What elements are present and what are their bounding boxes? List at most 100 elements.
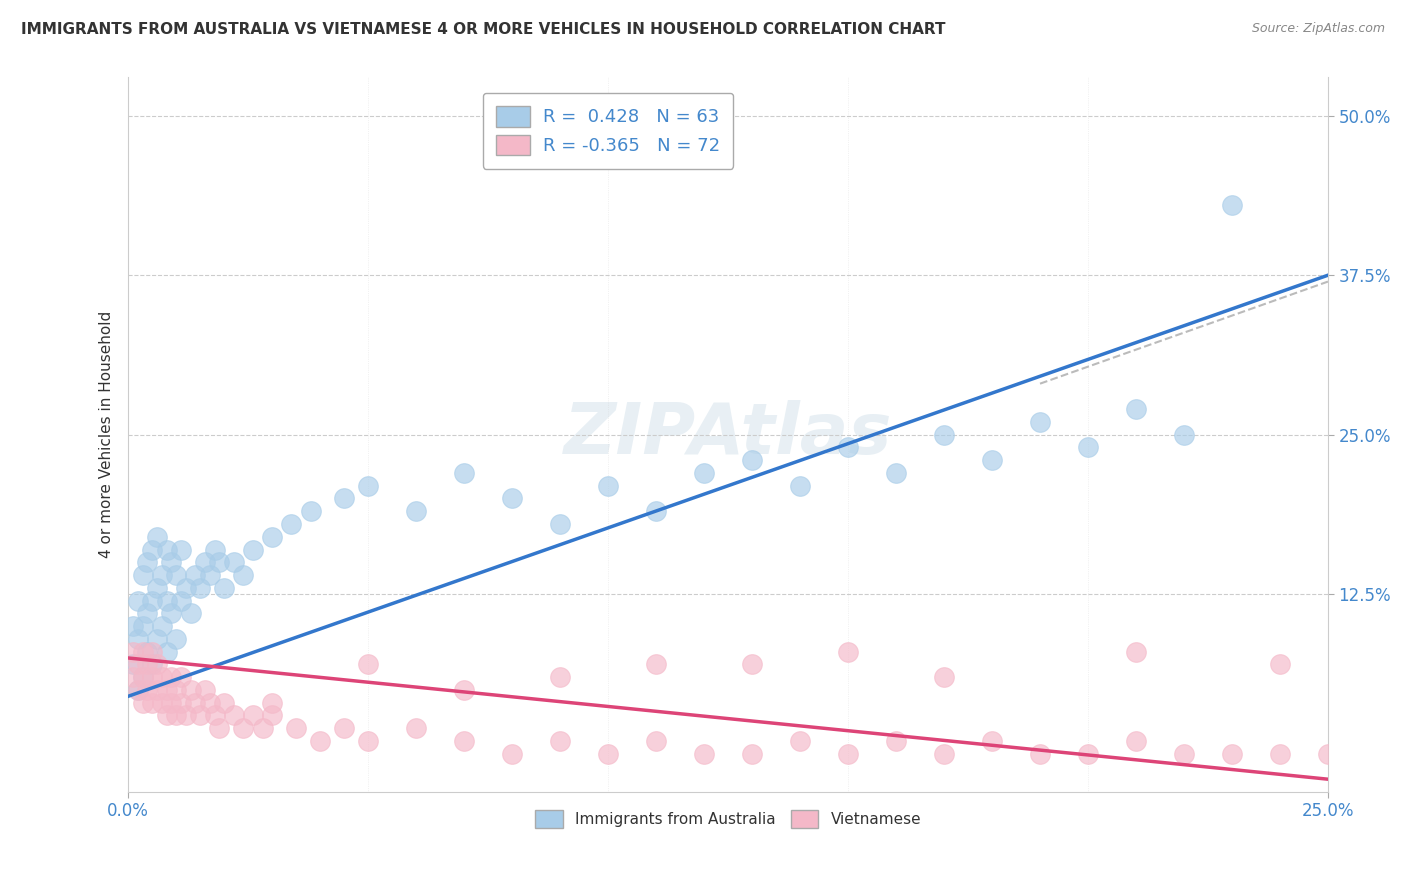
Point (932, 670, 955, 684)
Point (131, 670, 153, 684)
Point (150, 568, 173, 582)
Point (141, 657, 163, 672)
Legend: Immigrants from Australia, Vietnamese: Immigrants from Australia, Vietnamese (529, 804, 927, 834)
Point (405, 504, 427, 518)
Point (212, 696, 235, 710)
Point (1220, 198, 1243, 212)
Point (789, 479, 811, 493)
Point (548, 516, 571, 531)
Point (146, 682, 169, 697)
Point (262, 696, 284, 710)
Point (165, 708, 187, 723)
Point (242, 708, 264, 723)
Point (645, 657, 668, 672)
Text: ZIPAtlas: ZIPAtlas (564, 401, 893, 469)
Point (131, 696, 153, 710)
Point (453, 734, 475, 748)
Point (453, 466, 475, 480)
Point (884, 466, 907, 480)
Point (501, 747, 523, 761)
Point (548, 734, 571, 748)
Text: Source: ZipAtlas.com: Source: ZipAtlas.com (1251, 22, 1385, 36)
Point (188, 708, 211, 723)
Point (150, 696, 173, 710)
Point (122, 619, 145, 633)
Point (180, 682, 202, 697)
Point (501, 491, 523, 506)
Point (741, 453, 763, 467)
Point (131, 645, 153, 659)
Point (146, 657, 169, 672)
Point (156, 645, 179, 659)
Point (222, 555, 245, 569)
Point (645, 734, 668, 748)
Point (122, 645, 145, 659)
Point (1220, 747, 1243, 761)
Point (194, 682, 217, 697)
Point (141, 696, 163, 710)
Point (160, 555, 183, 569)
Point (741, 657, 763, 672)
Point (837, 441, 859, 455)
Point (262, 708, 284, 723)
Point (184, 568, 207, 582)
Point (184, 696, 207, 710)
Point (222, 708, 245, 723)
Point (741, 747, 763, 761)
Point (150, 670, 173, 684)
Point (127, 593, 149, 607)
Point (136, 682, 159, 697)
Point (645, 504, 668, 518)
Point (141, 542, 163, 557)
Point (208, 721, 231, 735)
Point (789, 734, 811, 748)
Point (160, 696, 183, 710)
Y-axis label: 4 or more Vehicles in Household: 4 or more Vehicles in Household (100, 311, 114, 558)
Point (981, 453, 1004, 467)
Point (165, 682, 187, 697)
Point (127, 682, 149, 697)
Point (136, 657, 159, 672)
Point (837, 747, 859, 761)
Point (136, 555, 159, 569)
Point (141, 593, 163, 607)
Point (285, 721, 308, 735)
Point (932, 747, 955, 761)
Point (884, 734, 907, 748)
Point (693, 466, 716, 480)
Point (1029, 747, 1052, 761)
Point (198, 696, 221, 710)
Point (252, 721, 274, 735)
Point (127, 682, 149, 697)
Point (232, 568, 254, 582)
Point (174, 708, 197, 723)
Point (1173, 747, 1195, 761)
Point (174, 581, 197, 595)
Point (156, 682, 179, 697)
Point (333, 491, 356, 506)
Text: IMMIGRANTS FROM AUSTRALIA VS VIETNAMESE 4 OR MORE VEHICLES IN HOUSEHOLD CORRELAT: IMMIGRANTS FROM AUSTRALIA VS VIETNAMESE … (21, 22, 946, 37)
Point (127, 657, 149, 672)
Point (262, 530, 284, 544)
Point (165, 632, 187, 646)
Point (188, 581, 211, 595)
Point (146, 581, 169, 595)
Point (131, 619, 153, 633)
Point (160, 670, 183, 684)
Point (232, 721, 254, 735)
Point (357, 734, 380, 748)
Point (141, 670, 163, 684)
Point (299, 504, 322, 518)
Point (357, 479, 380, 493)
Point (837, 645, 859, 659)
Point (141, 645, 163, 659)
Point (160, 607, 183, 621)
Point (405, 721, 427, 735)
Point (1316, 747, 1339, 761)
Point (204, 542, 226, 557)
Point (932, 427, 955, 442)
Point (165, 568, 187, 582)
Point (1077, 441, 1099, 455)
Point (136, 645, 159, 659)
Point (122, 670, 145, 684)
